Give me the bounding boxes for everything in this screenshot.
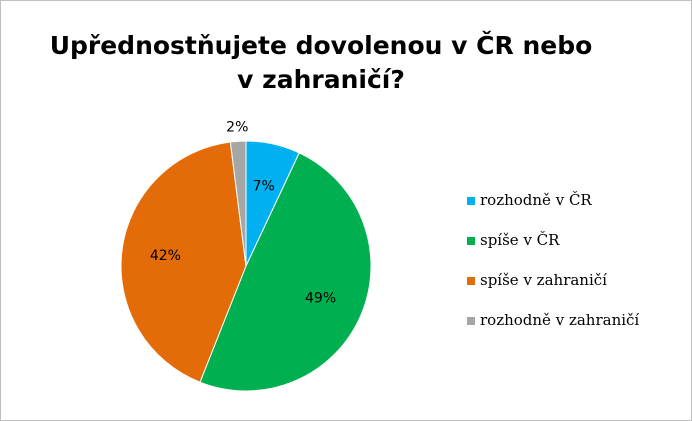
legend-label: spíše v zahraničí: [480, 271, 607, 289]
legend-swatch: [467, 197, 475, 205]
pie-slice: [229, 140, 247, 267]
legend-label: rozhodně v ČR: [480, 191, 592, 209]
pie-slice: [199, 152, 372, 392]
chart-title: Upřednostňujete dovolenou v ČR nebo v za…: [49, 31, 593, 94]
data-label: 2%: [226, 119, 248, 135]
legend-label: rozhodně v zahraničí: [480, 311, 639, 329]
legend-swatch: [467, 237, 475, 245]
data-label: 49%: [305, 290, 336, 306]
data-label: 42%: [150, 248, 181, 264]
data-label: 7%: [253, 179, 275, 195]
legend-swatch: [467, 317, 475, 325]
legend-label: spíše v ČR: [480, 231, 560, 249]
legend-swatch: [467, 277, 475, 285]
pie-slice: [120, 141, 247, 383]
